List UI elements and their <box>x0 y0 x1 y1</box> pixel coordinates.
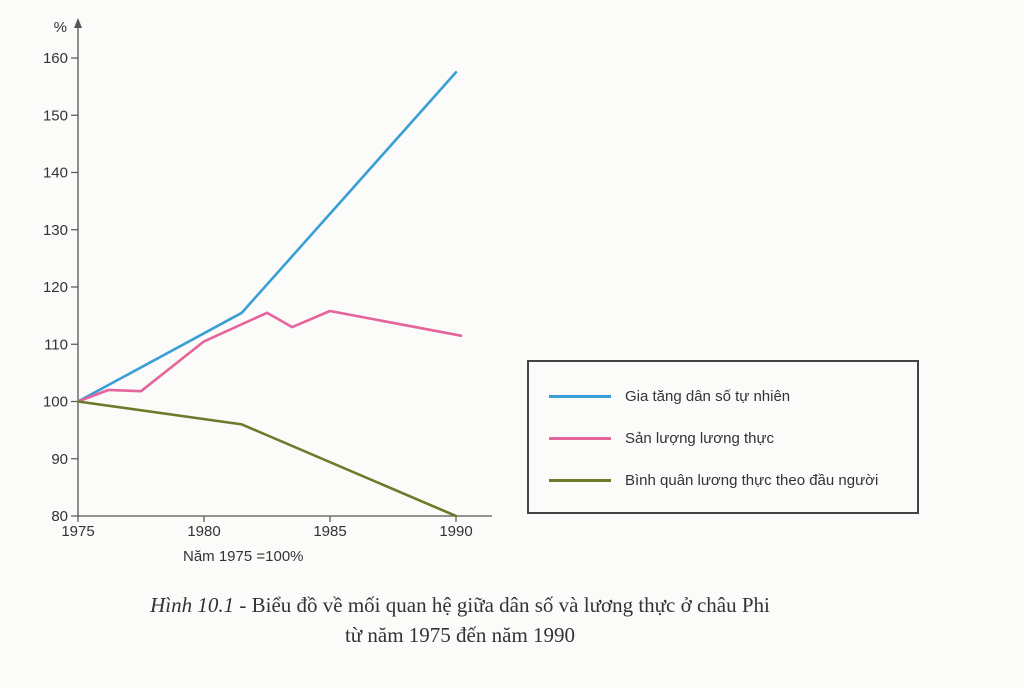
y-tick-label-110: 110 <box>44 336 68 353</box>
y-tick-label-140: 140 <box>43 165 68 182</box>
legend: Gia tăng dân số tự nhiên Sản lượng lương… <box>527 360 919 514</box>
series-line-food-per-capita <box>76 400 458 518</box>
legend-item-population: Gia tăng dân số tự nhiên <box>549 386 790 406</box>
base-year-note: Năm 1975 =100% <box>183 548 304 565</box>
legend-item-food-output: Sản lượng lương thực <box>549 428 774 448</box>
caption-line-2: từ năm 1975 đến năm 1990 <box>344 623 576 647</box>
y-tick-label-160: 160 <box>43 50 68 67</box>
series-line-food-output <box>76 309 463 403</box>
legend-swatch-population <box>549 394 611 398</box>
y-tick-label-100: 100 <box>43 394 68 411</box>
y-tick-label-150: 150 <box>43 107 68 124</box>
legend-label-food-output: Sản lượng lương thực <box>625 429 775 447</box>
y-tick-label-120: 120 <box>43 279 68 296</box>
legend-swatch-food-per-capita <box>549 478 611 482</box>
figure-caption: Hình 10.1 - Biểu đồ về mối quan hệ giữa … <box>0 590 920 650</box>
series-line-population <box>76 71 458 403</box>
x-tick-label-1990: 1990 <box>439 523 472 540</box>
x-tick-label-1985: 1985 <box>313 523 346 540</box>
line-chart: % 80 90 100 110 120 130 140 150 160 1975 1980 1985 19… <box>43 18 492 540</box>
y-axis-label: % <box>54 19 67 36</box>
figure-number: Hình 10.1 <box>150 593 235 617</box>
y-tick-label-80: 80 <box>51 508 68 525</box>
legend-item-food-per-capita: Bình quân lương thực theo đầu người <box>549 470 878 490</box>
legend-swatch-food-output <box>549 436 611 440</box>
x-tick-label-1980: 1980 <box>187 523 220 540</box>
y-tick-label-90: 90 <box>51 451 68 468</box>
y-axis-arrow <box>74 18 82 28</box>
legend-label-food-per-capita: Bình quân lương thực theo đầu người <box>625 471 879 489</box>
x-tick-label-1975: 1975 <box>61 523 94 540</box>
legend-label-population: Gia tăng dân số tự nhiên <box>625 387 791 405</box>
y-tick-label-130: 130 <box>43 222 68 239</box>
caption-line-1: - Biểu đồ về mối quan hệ giữa dân số và … <box>234 593 770 617</box>
